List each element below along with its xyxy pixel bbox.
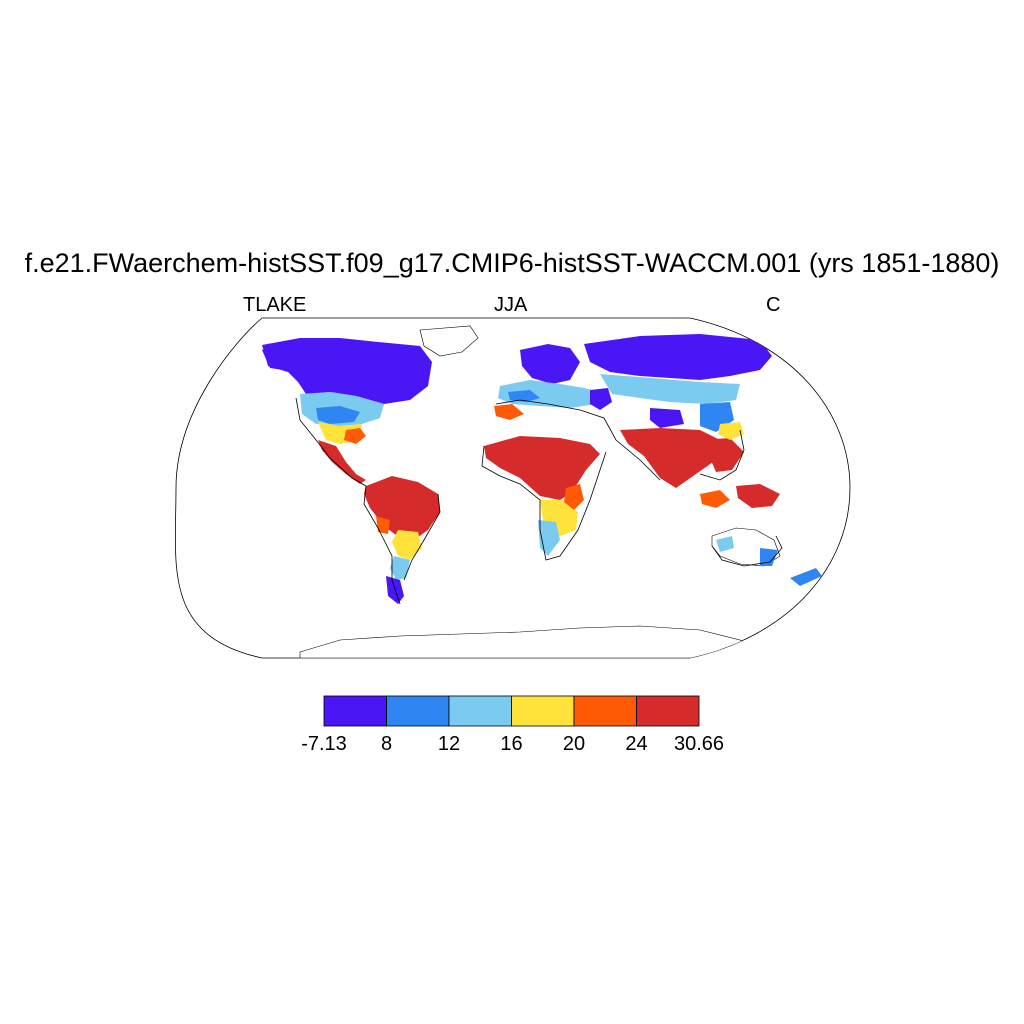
colorbar-tick-label: 12 xyxy=(437,733,461,755)
colorbar-swatch xyxy=(636,695,700,727)
colorbar-tick-label: -7.13 xyxy=(301,733,347,755)
season-label: JJA xyxy=(494,294,528,316)
colorbar-tick-label: 8 xyxy=(380,733,393,755)
colorbar-swatch xyxy=(323,695,387,727)
colorbar-tick-label: 20 xyxy=(562,733,586,755)
colorbar-tick-label: 16 xyxy=(500,733,523,755)
colorbar-swatch xyxy=(386,695,450,727)
data-field xyxy=(262,325,822,658)
colorbar xyxy=(323,695,700,727)
units-label: C xyxy=(766,294,781,316)
colorbar-tick-label: 24 xyxy=(625,733,648,755)
variable-label: TLAKE xyxy=(243,294,307,316)
map-title: f.e21.FWaerchem-histSST.f09_g17.CMIP6-hi… xyxy=(24,248,1000,278)
colorbar-swatch xyxy=(448,695,512,727)
colorbar-swatch xyxy=(511,695,575,727)
colorbar-swatch xyxy=(573,695,637,727)
coastlines xyxy=(295,397,783,605)
colorbar-tick-label: 30.66 xyxy=(673,733,725,755)
